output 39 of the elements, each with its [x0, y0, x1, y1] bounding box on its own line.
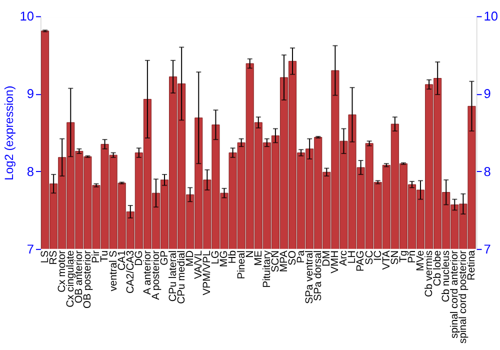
x-tick-label: CA1: [116, 250, 128, 271]
y-tick-label: 10: [20, 8, 34, 24]
x-tick-label: OB posterior: [82, 250, 94, 308]
x-tick-label: GP: [159, 250, 170, 266]
y-tick-label: 9: [26, 86, 34, 102]
x-tick-label: SC: [364, 250, 376, 265]
x-tick-label: Arc: [338, 250, 350, 266]
x-tick-label: VTA: [381, 250, 392, 270]
x-tick-label: A posterior: [150, 250, 162, 300]
x-tick-label: A anterior: [142, 250, 154, 295]
y2-tick-label: 8: [484, 164, 491, 179]
x-tick-label: CA2/CA3: [125, 250, 136, 294]
x-tick-label: Tg: [398, 250, 410, 262]
x-tick-label: IC: [372, 250, 384, 261]
x-tick-label: Pituitary: [262, 250, 273, 288]
x-tick-label: MG: [219, 250, 230, 268]
x-tick-label: Hb: [228, 250, 239, 264]
x-tick-label: SN: [390, 250, 401, 265]
y2-tick-label: 9: [484, 86, 491, 102]
x-tick-label: Pineal: [236, 250, 248, 280]
x-tick-label: LS: [40, 250, 51, 264]
x-tick-label: DG: [134, 250, 145, 266]
x-tick-label: MVe: [415, 250, 426, 272]
y-tick-label: 7: [26, 241, 34, 256]
x-tick-label: Tu: [100, 250, 111, 262]
x-tick-label: LG: [210, 250, 222, 264]
x-tick-label: ventral S: [108, 250, 120, 292]
x-tick-label: Retina: [466, 250, 478, 280]
x-tick-label: spinal cord posterior: [458, 250, 470, 344]
y-tick-label: 8: [26, 164, 34, 179]
x-tick-label: VPM/VPL: [202, 250, 214, 296]
x-tick-label: ME: [253, 250, 264, 266]
x-tick-label: PAG: [356, 250, 367, 272]
y-axis-title: Log2 (expression): [2, 86, 16, 180]
x-tick-label: N: [244, 250, 256, 258]
x-tick-label: SO: [287, 250, 298, 266]
x-tick-label: MPA: [278, 250, 290, 272]
y2-tick-label: 10: [484, 8, 498, 24]
y2-tick-label: 7: [484, 241, 491, 256]
